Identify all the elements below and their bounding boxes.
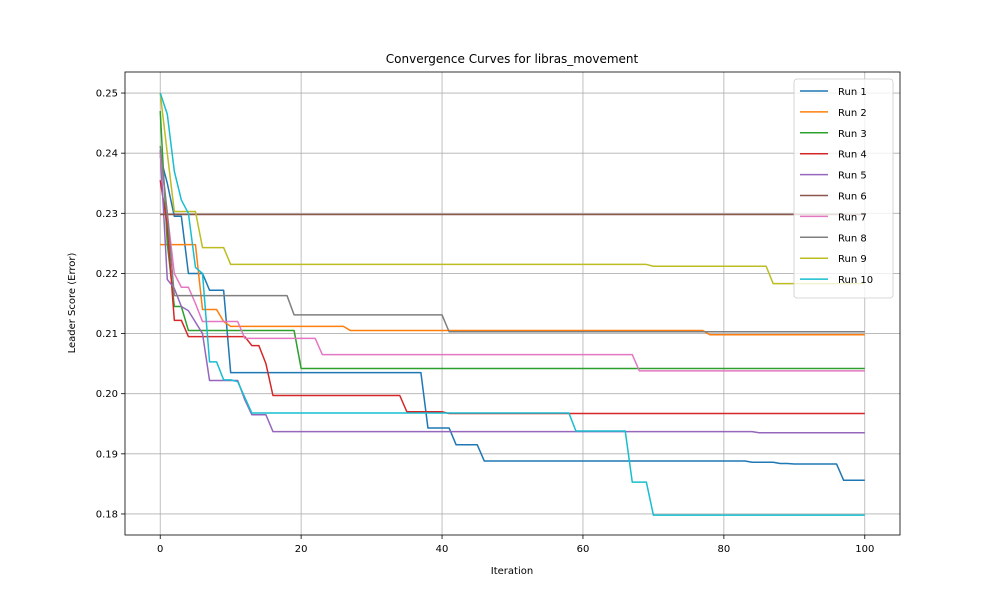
x-tick-label: 100 (855, 544, 874, 555)
y-tick-label: 0.22 (96, 269, 118, 280)
x-tick-label: 0 (157, 544, 163, 555)
legend-label: Run 1 (838, 87, 867, 98)
y-tick-label: 0.20 (96, 389, 118, 400)
y-axis-label: Leader Score (Error) (67, 252, 78, 353)
x-tick-label: 60 (577, 544, 590, 555)
legend: Run 1 Run 2 Run 3 Run 4 Run 5 Run 6 Run 7 Run 8… (793, 78, 894, 299)
legend-label: Run 3 (838, 129, 867, 140)
y-axis-ticks: 0.18 0.19 0.20 0.21 0.22 0.23 0.24 0.25 (96, 89, 125, 520)
series-line-run-8 (159, 145, 865, 333)
legend-label: Run 2 (838, 108, 867, 119)
y-tick-label: 0.18 (96, 509, 118, 520)
axes-background (125, 72, 900, 535)
legend-label: Run 10 (838, 275, 873, 286)
y-tick-label: 0.24 (96, 149, 118, 160)
x-tick-label: 80 (717, 544, 730, 555)
legend-label: Run 4 (838, 150, 867, 161)
series-line-run-9 (159, 92, 865, 285)
series-line-run-10 (159, 92, 865, 516)
x-tick-label: 20 (295, 544, 308, 555)
legend-label: Run 9 (838, 254, 867, 265)
chart-title: Convergence Curves for libras_movement (386, 52, 639, 66)
legend-label: Run 7 (838, 212, 867, 223)
x-tick-label: 40 (436, 544, 449, 555)
legend-box (793, 78, 894, 299)
series-line-run-1 (159, 155, 865, 482)
legend-label: Run 5 (838, 171, 867, 182)
x-axis-label: Iteration (491, 566, 533, 577)
x-axis-ticks: 0 20 40 60 80 100 (157, 535, 874, 555)
legend-label: Run 6 (838, 192, 867, 203)
axes-frame (124, 71, 901, 536)
y-tick-label: 0.19 (96, 449, 118, 460)
grid (125, 72, 900, 535)
plot-area: 0 20 40 60 80 100 0.18 0.19 0.20 0.21 0.22 0.23 0.2… (96, 71, 901, 555)
series-line-run-7 (159, 153, 865, 372)
series-lines (159, 92, 865, 516)
series-line-run-3 (159, 111, 865, 370)
y-tick-label: 0.23 (96, 209, 118, 220)
legend-label: Run 8 (838, 233, 867, 244)
y-tick-label: 0.25 (96, 89, 118, 100)
series-line-run-4 (159, 180, 865, 415)
y-tick-label: 0.21 (96, 329, 118, 340)
